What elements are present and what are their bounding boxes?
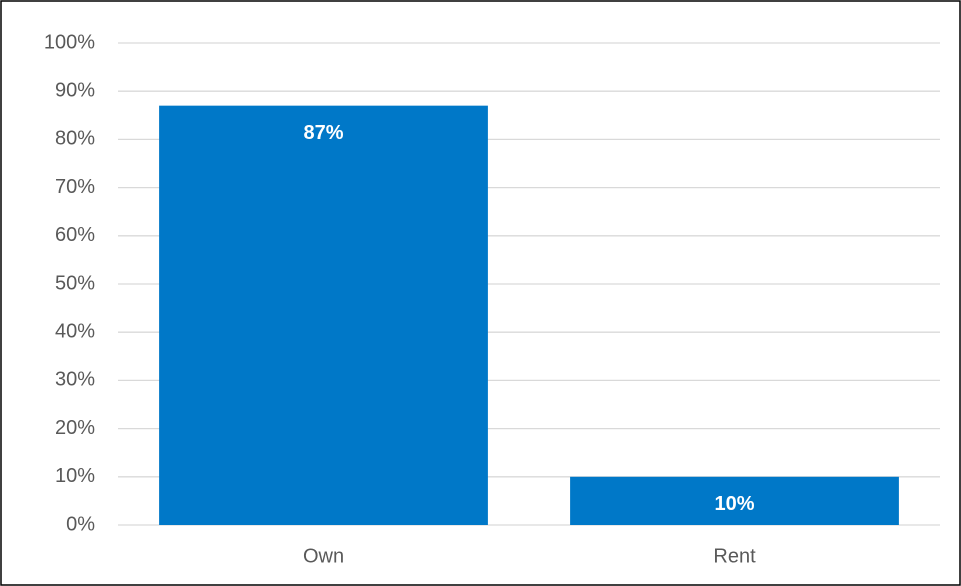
y-tick-label: 90% xyxy=(55,79,95,101)
y-tick-label: 80% xyxy=(55,128,95,150)
data-label: 87% xyxy=(303,122,343,144)
x-tick-label: Own xyxy=(303,545,344,567)
bar xyxy=(159,105,488,525)
y-tick-label: 30% xyxy=(55,369,95,391)
y-tick-label: 10% xyxy=(55,465,95,487)
y-tick-label: 60% xyxy=(55,224,95,246)
y-tick-label: 100% xyxy=(44,31,95,53)
y-tick-label: 20% xyxy=(55,417,95,439)
y-tick-label: 50% xyxy=(55,272,95,294)
y-tick-label: 0% xyxy=(66,513,95,535)
y-tick-label: 70% xyxy=(55,176,95,198)
data-label: 10% xyxy=(714,493,754,515)
x-tick-label: Rent xyxy=(713,545,756,567)
bar xyxy=(570,476,899,525)
y-tick-label: 40% xyxy=(55,320,95,342)
